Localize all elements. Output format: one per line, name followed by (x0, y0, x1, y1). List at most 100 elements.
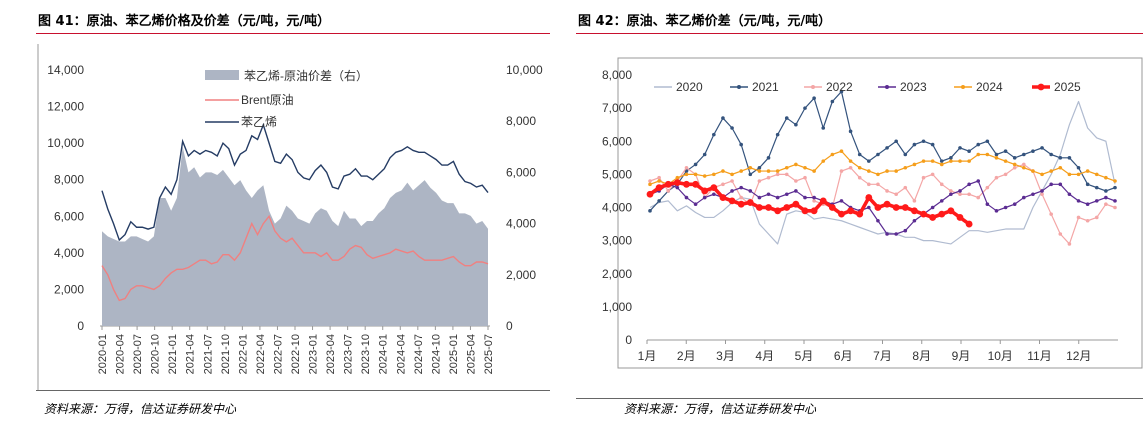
series-point-2022 (1040, 192, 1044, 197)
series-point-2021 (876, 152, 880, 157)
series-point-2023 (730, 189, 734, 193)
series-point-2021 (766, 156, 771, 160)
legend-marker-2022 (811, 85, 815, 89)
series-point-2021 (1049, 152, 1053, 157)
series-point-2024 (967, 159, 971, 163)
series-point-2023 (1058, 182, 1063, 187)
series-point-2023 (885, 232, 889, 236)
series-point-2022 (1022, 162, 1026, 167)
series-point-2022 (994, 175, 999, 180)
left-bottom-rule (36, 390, 550, 391)
series-point-2023 (839, 199, 844, 203)
series-point-2021 (894, 139, 898, 144)
right-y-tick-label: 4,000 (602, 201, 632, 215)
series-point-2024 (657, 179, 661, 183)
series-point-2024 (876, 172, 880, 177)
series-point-2025 (920, 210, 927, 218)
legend-label-2022: 2022 (826, 80, 853, 94)
right-y-tick-label: 6,000 (602, 134, 632, 148)
series-point-2023 (1022, 195, 1026, 200)
series-point-2025 (883, 200, 891, 208)
series-point-2023 (1003, 205, 1008, 210)
series-point-2024 (1094, 172, 1099, 177)
series-point-2024 (784, 165, 789, 170)
legend-label-2021: 2021 (752, 80, 779, 94)
series-point-2023 (794, 189, 798, 193)
series-point-2024 (1067, 172, 1072, 177)
series-point-2021 (730, 126, 734, 130)
series-line-2022 (649, 163, 1116, 245)
series-point-2024 (830, 152, 835, 157)
series-point-2025 (856, 210, 864, 218)
right-x-tick-label: 10月 (988, 349, 1013, 363)
left-x-tick-label: 2022-10 (290, 334, 302, 374)
left-y-tick-label: 2,000 (54, 282, 84, 296)
series-point-2025 (819, 197, 827, 205)
right-x-tick-label: 3月 (716, 349, 735, 363)
series-point-2025 (728, 197, 736, 205)
series-point-2021 (1113, 185, 1117, 190)
legend-label-2020: 2020 (676, 80, 703, 94)
series-point-2022 (885, 189, 889, 193)
right-x-tick-label: 12月 (1066, 349, 1091, 363)
series-point-2024 (1003, 159, 1008, 163)
right-y-tick-label: 4,000 (506, 217, 536, 231)
series-point-2024 (857, 165, 862, 170)
series-point-2025 (719, 194, 727, 201)
left-y-tick-label: 10,000 (47, 136, 84, 150)
series-point-2021 (958, 146, 962, 150)
series-point-2022 (1104, 202, 1108, 206)
series-point-2022 (894, 192, 898, 197)
right-x-tick-label: 8月 (912, 349, 931, 363)
series-point-2023 (876, 218, 880, 223)
legend-marker-2025 (1037, 83, 1045, 91)
series-point-2021 (748, 172, 753, 177)
series-point-2024 (921, 159, 926, 163)
series-point-2023 (1094, 199, 1099, 203)
right-title-rule (576, 33, 1143, 34)
right-y-tick-label: 3,000 (602, 234, 632, 248)
series-point-2023 (930, 205, 935, 210)
series-point-2024 (930, 159, 935, 163)
series-point-2021 (1031, 149, 1035, 153)
legend-marker-2021 (737, 85, 741, 89)
series-point-2022 (812, 199, 816, 203)
series-point-2021 (848, 129, 853, 134)
left-figure-title: 图 41：原油、苯乙烯价格及价差（元/吨，元/吨） (38, 14, 331, 29)
series-point-2025 (692, 180, 699, 188)
series-point-2024 (1031, 169, 1035, 173)
series-point-2025 (746, 199, 754, 206)
series-point-2025 (783, 204, 791, 211)
series-point-2021 (1094, 185, 1099, 190)
left-x-tick-label: 2023-10 (360, 334, 372, 374)
series-line-2023 (649, 180, 1116, 235)
left-x-tick-label: 2020-07 (132, 334, 144, 374)
series-point-2024 (912, 162, 917, 167)
series-point-2024 (1022, 165, 1026, 170)
series-point-2022 (1003, 172, 1008, 177)
series-point-2022 (666, 189, 671, 193)
series-point-2022 (1076, 215, 1081, 220)
right-x-tick-label: 2月 (677, 349, 696, 363)
series-point-2021 (721, 116, 725, 120)
right-x-tick-label: 11月 (1027, 349, 1051, 363)
series-point-2021 (784, 116, 789, 120)
series-point-2021 (693, 162, 698, 167)
right-y-tick-label: 0 (506, 319, 513, 333)
right-y-tick-label: 2,000 (506, 268, 536, 282)
right-figure-title: 图 42：原油、苯乙烯价差（元/吨，元/吨） (578, 14, 832, 29)
series-point-2024 (1113, 179, 1117, 183)
left-x-tick-label: 2023-04 (325, 334, 337, 374)
series-point-2023 (912, 218, 917, 223)
right-y-tick-label: 8,000 (602, 68, 632, 82)
series-point-2024 (812, 169, 816, 173)
series-point-2023 (985, 202, 990, 206)
right-y-tick-label: 6,000 (506, 165, 536, 179)
right-source-note: 资料来源：万得，信达证券研发中心 (624, 402, 817, 416)
series-point-2022 (1094, 215, 1099, 220)
series-point-2024 (894, 169, 898, 173)
left-y-tick-label: 6,000 (54, 209, 84, 223)
series-point-2023 (1076, 199, 1081, 203)
series-point-2023 (812, 195, 816, 200)
series-point-2023 (1085, 202, 1090, 206)
